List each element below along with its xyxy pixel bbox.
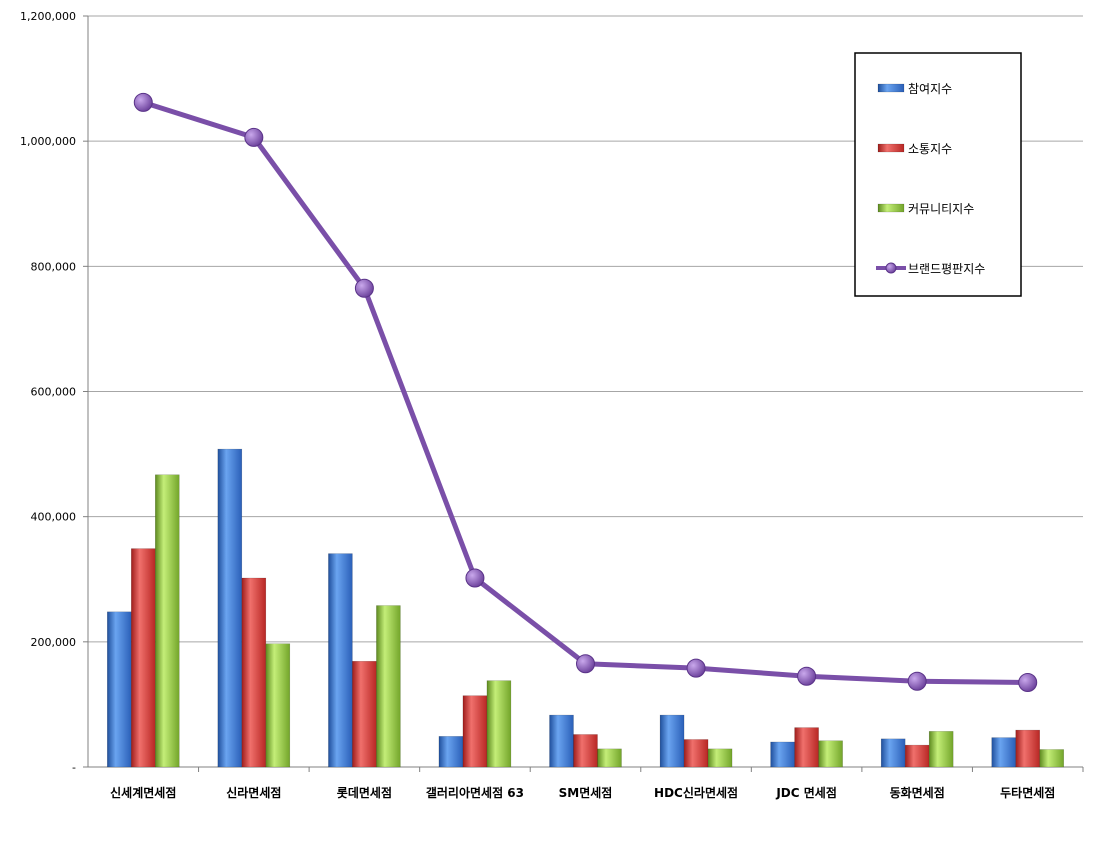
legend-box	[854, 52, 1022, 297]
bar-커뮤니티지수	[707, 748, 733, 768]
x-tick-label: HDC신라면세점	[654, 785, 738, 800]
bar-커뮤니티지수	[1039, 749, 1064, 768]
bar-커뮤니티지수	[818, 740, 843, 768]
line-point	[907, 671, 927, 691]
bar-소통지수	[352, 660, 377, 768]
x-tick-label: 신세계면세점	[110, 785, 176, 800]
legend-swatch	[877, 203, 905, 213]
line-point	[1018, 673, 1038, 693]
legend-label: 소통지수	[908, 142, 952, 156]
x-tick-label: 두타면세점	[1000, 785, 1055, 800]
bar-커뮤니티지수	[928, 731, 954, 768]
bar-참여지수	[217, 448, 243, 768]
x-tick-label: 갤러리아면세점 63	[426, 785, 524, 800]
bar-참여지수	[549, 714, 574, 768]
bar-커뮤니티지수	[155, 474, 180, 768]
legend-label: 참여지수	[908, 82, 952, 96]
bar-참여지수	[659, 714, 685, 768]
bar-커뮤니티지수	[597, 748, 622, 768]
bar-커뮤니티지수	[486, 680, 512, 768]
line-point	[133, 92, 153, 112]
legend-label: 브랜드평판지수	[908, 262, 985, 276]
y-tick-label: 400,000	[31, 511, 77, 524]
x-tick-label: 신라면세점	[226, 785, 281, 800]
bar-소통지수	[794, 727, 819, 768]
bar-소통지수	[1015, 729, 1040, 768]
line-point	[576, 654, 595, 674]
bar-참여지수	[880, 738, 906, 768]
bar-참여지수	[991, 737, 1016, 768]
x-tick-label: SM면세점	[559, 785, 613, 800]
x-tick-label: 롯데면세점	[337, 785, 392, 800]
bar-소통지수	[573, 734, 598, 768]
y-tick-label: 1,200,000	[20, 10, 76, 23]
bar-참여지수	[438, 736, 464, 768]
bar-참여지수	[328, 553, 353, 768]
y-tick-label: 800,000	[31, 260, 77, 273]
x-tick-label: JDC 면세점	[775, 785, 837, 800]
line-point	[797, 666, 817, 686]
line-point	[354, 278, 374, 298]
legend-label: 커뮤니티지수	[908, 202, 974, 216]
bar-커뮤니티지수	[376, 605, 401, 768]
legend-marker	[885, 262, 897, 274]
legend-swatch	[877, 143, 905, 153]
y-tick-label: 600,000	[31, 386, 77, 399]
bar-소통지수	[683, 739, 709, 768]
y-tick-label: 1,000,000	[20, 135, 76, 148]
bar-참여지수	[107, 611, 132, 768]
line-point	[686, 658, 706, 678]
line-point	[465, 568, 485, 588]
y-tick-label: 200,000	[31, 636, 77, 649]
bar-참여지수	[770, 741, 795, 768]
bar-소통지수	[462, 695, 488, 768]
bar-소통지수	[241, 577, 267, 768]
y-tick-label: -	[72, 761, 76, 774]
line-point	[244, 127, 264, 147]
x-tick-label: 동화면세점	[890, 785, 945, 800]
legend-swatch	[877, 83, 905, 93]
bar-소통지수	[131, 548, 156, 768]
bar-커뮤니티지수	[265, 643, 291, 768]
bar-소통지수	[904, 744, 930, 768]
